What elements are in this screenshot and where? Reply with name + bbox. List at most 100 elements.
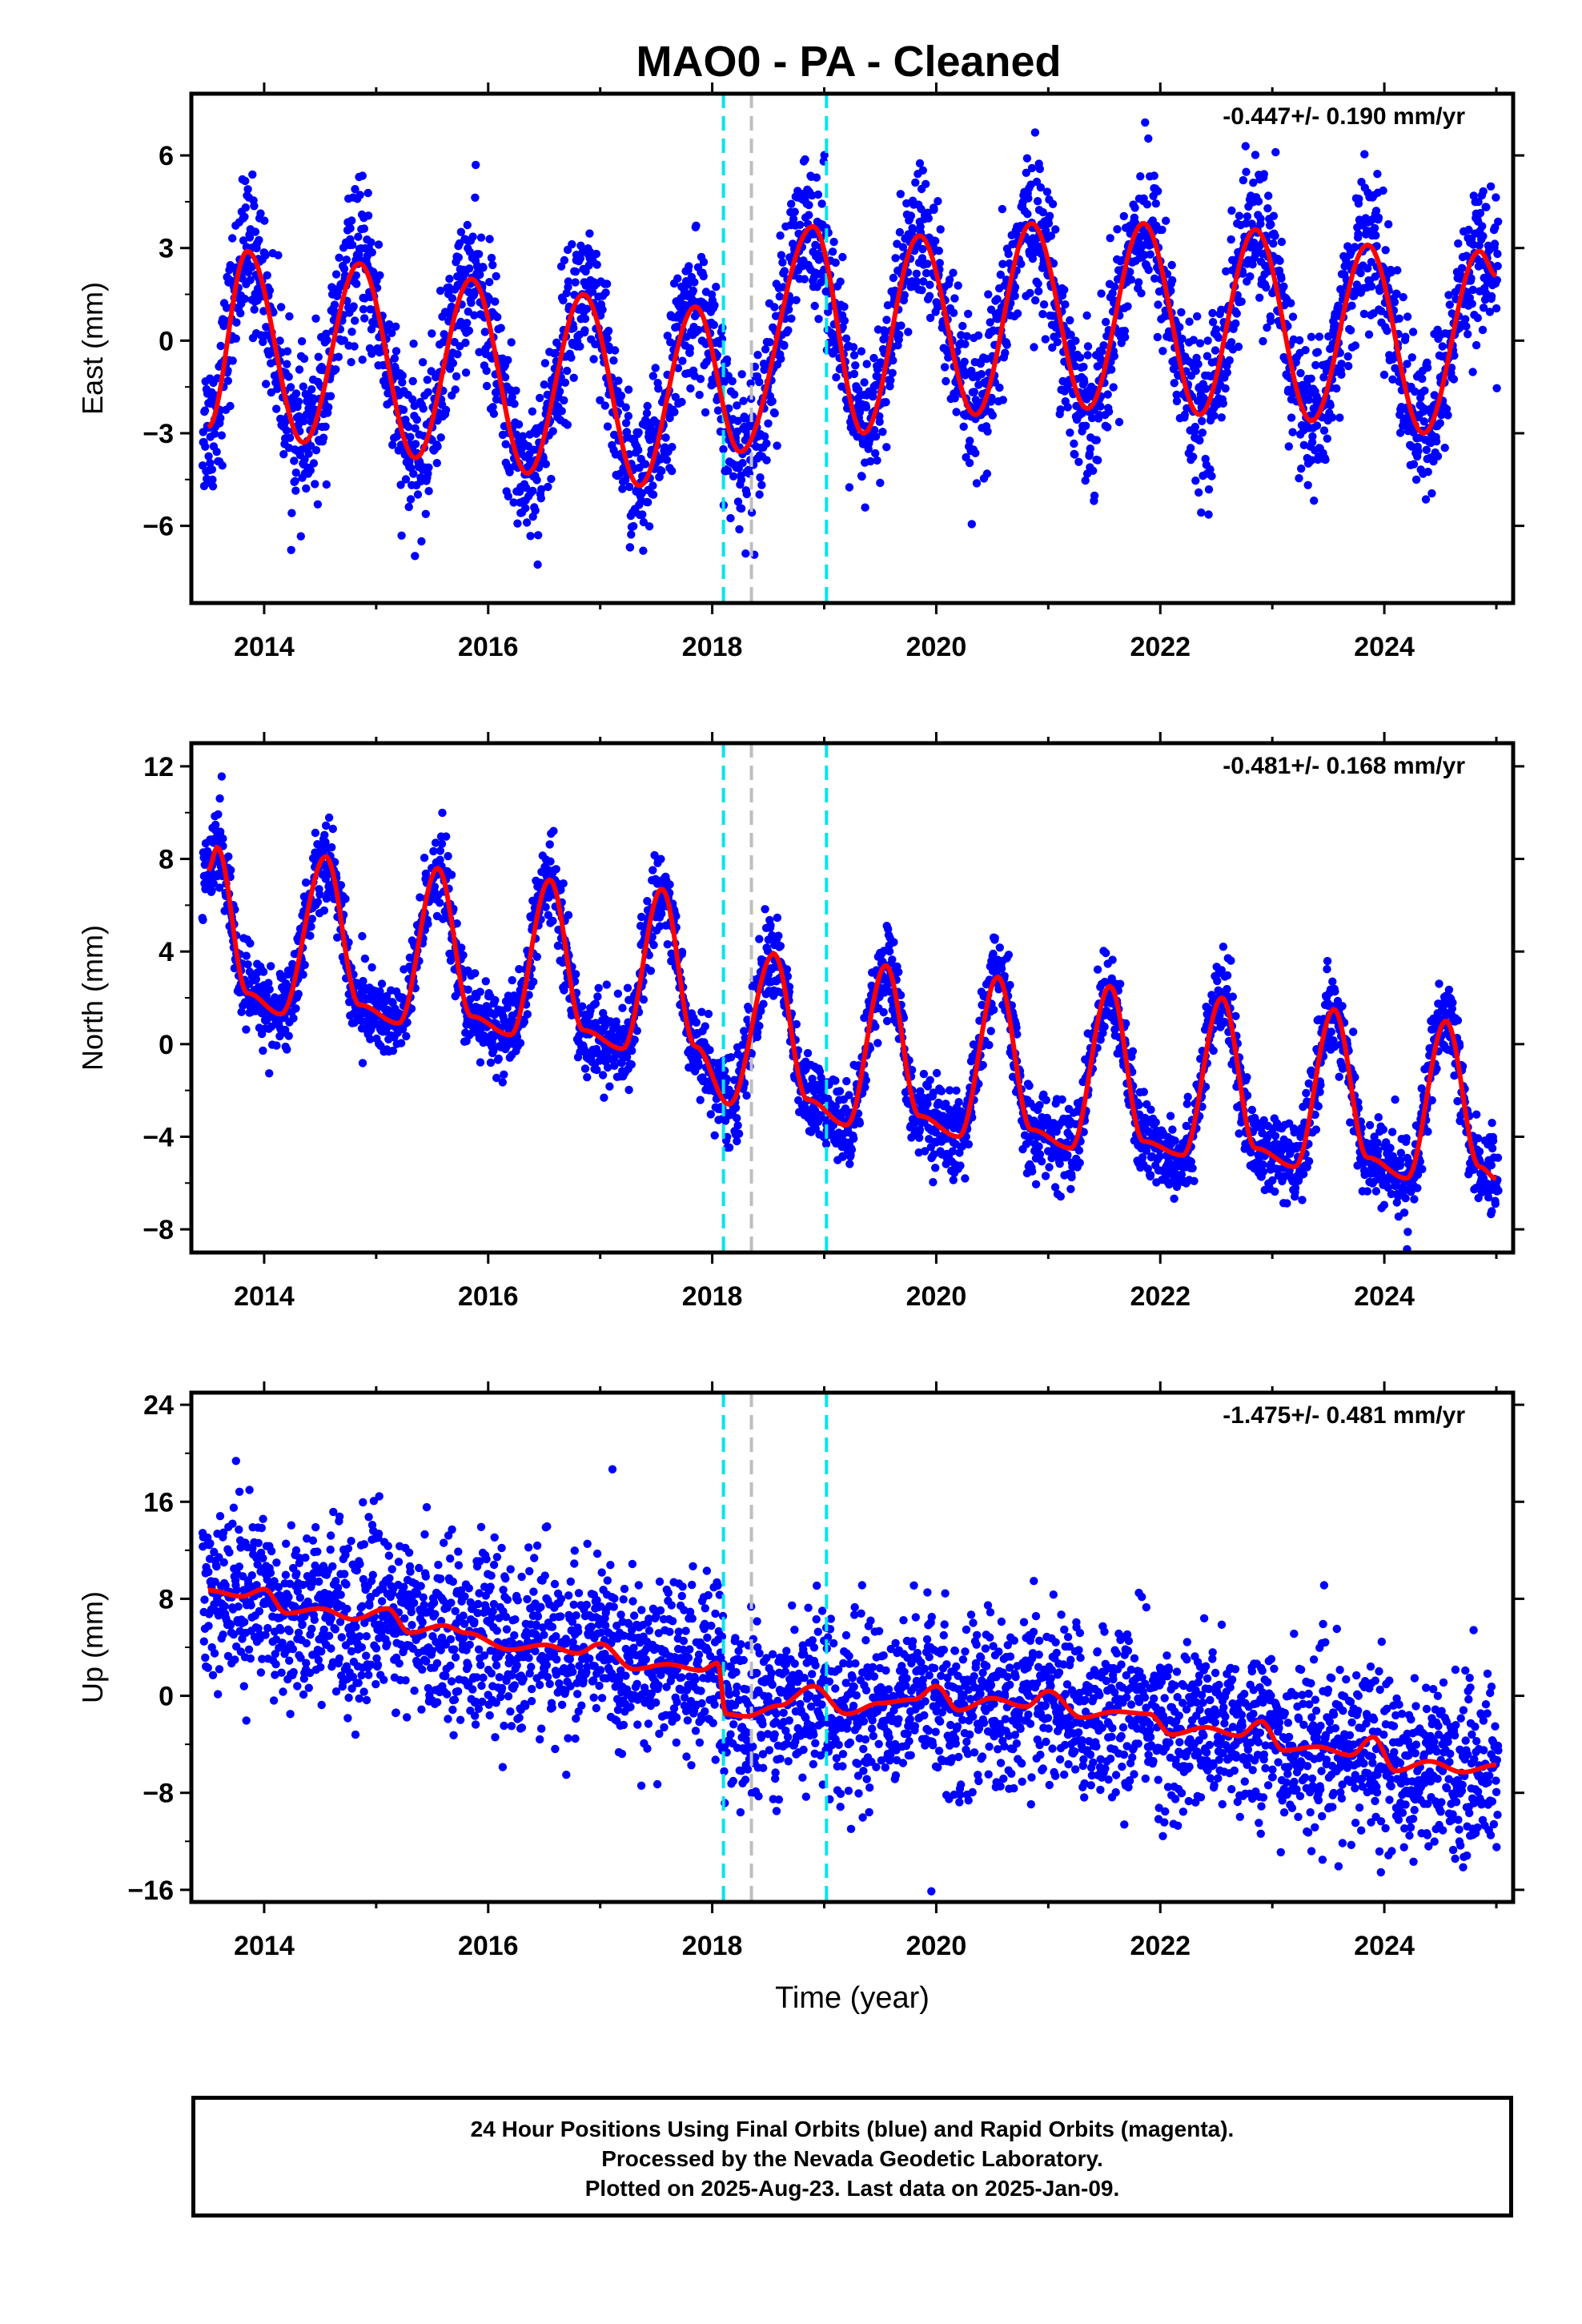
- data-point: [1070, 450, 1079, 459]
- data-point: [488, 260, 497, 270]
- data-point: [489, 409, 499, 418]
- data-point: [559, 879, 568, 888]
- data-point: [1461, 315, 1470, 324]
- data-point: [1092, 436, 1102, 444]
- data-point: [485, 278, 494, 287]
- data-point: [524, 991, 533, 999]
- data-point: [1479, 304, 1488, 312]
- data-point: [1443, 411, 1452, 420]
- data-point: [739, 396, 748, 405]
- data-point: [1438, 342, 1447, 351]
- data-point: [311, 480, 319, 489]
- data-point: [1211, 346, 1220, 355]
- data-point: [1162, 216, 1170, 225]
- data-point: [873, 456, 881, 465]
- data-point: [424, 463, 433, 472]
- data-point: [878, 428, 887, 436]
- data-point: [1454, 239, 1463, 248]
- data-point: [421, 509, 430, 518]
- data-point: [600, 1093, 608, 1102]
- data-point: [1449, 375, 1459, 384]
- data-point: [436, 433, 445, 442]
- data-point: [725, 1143, 734, 1152]
- data-point: [436, 855, 444, 864]
- data-point: [498, 1078, 507, 1087]
- data-point: [1227, 206, 1236, 215]
- data-point: [536, 494, 545, 503]
- data-point: [621, 419, 631, 428]
- data-point: [541, 903, 550, 911]
- data-point: [1134, 278, 1143, 287]
- data-point: [1494, 217, 1503, 226]
- data-point: [1335, 413, 1344, 422]
- data-point: [611, 346, 620, 355]
- data-point: [634, 445, 643, 455]
- data-point: [1264, 191, 1273, 200]
- data-point: [728, 376, 737, 386]
- data-point: [600, 401, 609, 410]
- data-point: [1319, 373, 1328, 382]
- data-point: [464, 326, 474, 336]
- data-point: [1271, 147, 1280, 157]
- data-point: [1227, 338, 1236, 347]
- data-point: [533, 560, 542, 569]
- data-point: [1121, 332, 1130, 342]
- data-point: [873, 365, 882, 374]
- data-point: [218, 461, 227, 470]
- data-point: [351, 271, 360, 280]
- data-point: [406, 495, 416, 504]
- data-point: [468, 232, 477, 241]
- data-point: [1150, 274, 1159, 283]
- data-point: [319, 433, 328, 442]
- data-point: [291, 1004, 300, 1013]
- data-point: [1239, 269, 1247, 278]
- data-point: [860, 378, 869, 387]
- data-point: [320, 830, 329, 839]
- data-point: [501, 440, 510, 448]
- data-point: [563, 420, 572, 429]
- data-point: [251, 227, 260, 236]
- data-point: [360, 314, 369, 323]
- data-point: [925, 292, 934, 300]
- data-point: [330, 300, 339, 309]
- data-point: [445, 275, 454, 283]
- data-point: [637, 489, 646, 498]
- data-point: [741, 549, 750, 558]
- data-point: [416, 893, 424, 902]
- data-point: [1492, 384, 1501, 392]
- data-point: [1487, 292, 1496, 301]
- data-point: [637, 912, 646, 922]
- data-point: [215, 883, 224, 892]
- data-point: [585, 229, 594, 238]
- data-point: [686, 384, 695, 393]
- data-point: [677, 397, 686, 407]
- data-point: [737, 476, 746, 485]
- data-point: [291, 389, 301, 398]
- data-point: [961, 340, 970, 348]
- data-point: [1079, 362, 1088, 372]
- data-point: [1074, 457, 1083, 466]
- y-tick-label: 6: [159, 141, 174, 171]
- data-point: [1464, 330, 1472, 339]
- data-point: [785, 305, 793, 314]
- data-point: [536, 393, 544, 403]
- data-point: [895, 330, 904, 340]
- data-point: [564, 277, 573, 286]
- data-point: [1097, 289, 1106, 298]
- data-point: [738, 459, 747, 468]
- data-point: [745, 1005, 753, 1015]
- data-point: [284, 372, 293, 381]
- data-point: [427, 367, 436, 376]
- data-point: [1381, 246, 1390, 255]
- data-point: [861, 403, 871, 412]
- data-point: [770, 303, 779, 312]
- data-point: [375, 271, 384, 279]
- data-point: [409, 469, 418, 478]
- data-point: [401, 475, 411, 484]
- data-point: [622, 1052, 632, 1062]
- data-point: [1178, 334, 1186, 344]
- data-point: [241, 203, 250, 212]
- data-point: [1490, 239, 1500, 248]
- data-point: [209, 879, 218, 888]
- data-point: [735, 525, 744, 534]
